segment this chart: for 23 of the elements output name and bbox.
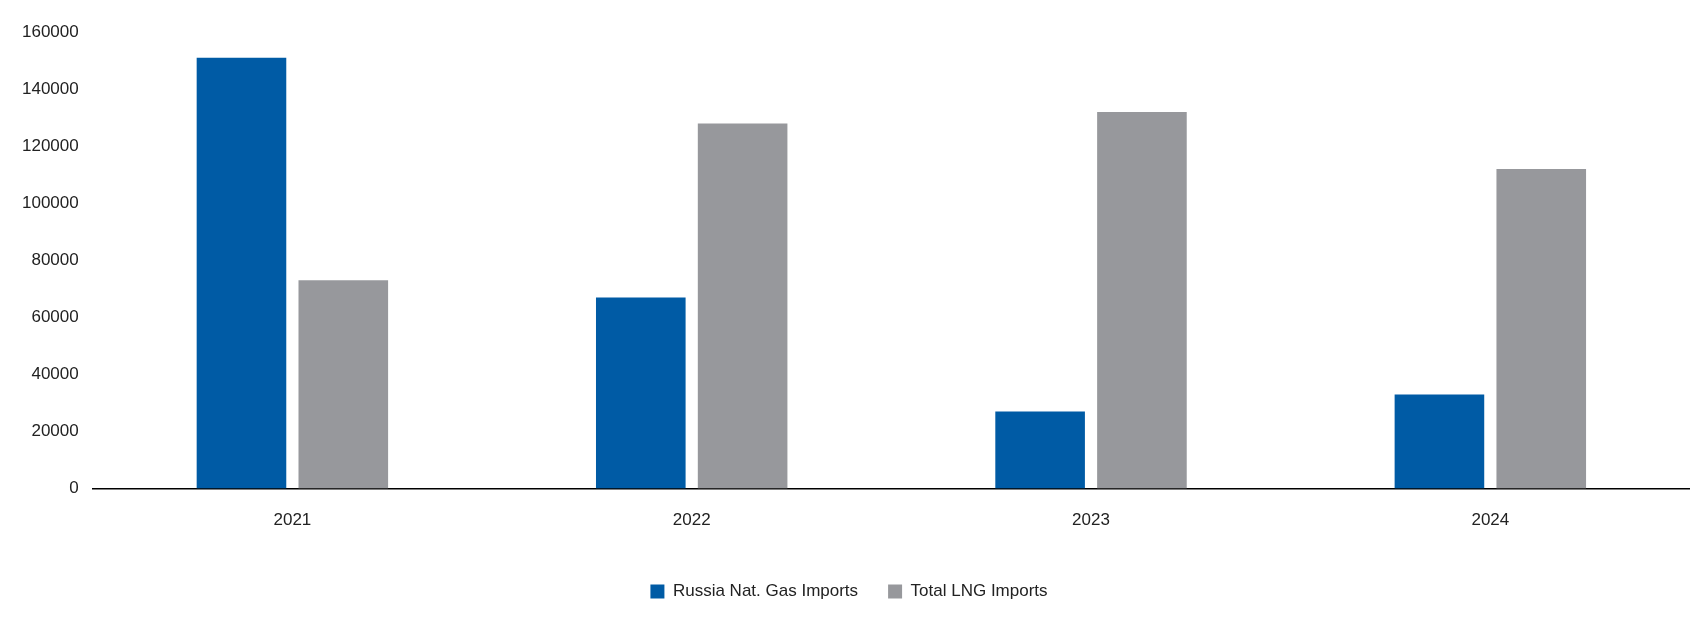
bar xyxy=(697,123,788,489)
x-tick-label: 2024 xyxy=(1471,510,1510,530)
x-tick-label: 2021 xyxy=(273,510,312,530)
y-tick-label: 80000 xyxy=(31,250,79,270)
y-tick-label: 160000 xyxy=(21,21,79,41)
y-tick-label: 120000 xyxy=(21,135,79,155)
bar xyxy=(995,411,1085,489)
y-tick-label: 0 xyxy=(69,478,79,498)
bar xyxy=(1394,394,1485,489)
bar xyxy=(196,57,287,489)
bar xyxy=(1496,169,1587,489)
y-tick-label: 40000 xyxy=(31,364,79,384)
x-tick-label: 2023 xyxy=(1072,510,1110,530)
legend-label: Russia Nat. Gas Imports xyxy=(672,581,859,601)
bar xyxy=(595,297,686,489)
y-tick-label: 60000 xyxy=(31,307,79,327)
bar xyxy=(1097,112,1187,489)
y-tick-label: 140000 xyxy=(21,78,79,98)
y-tick-label: 20000 xyxy=(31,421,79,441)
bar xyxy=(298,280,389,489)
y-tick-label: 100000 xyxy=(21,193,79,213)
legend-label: Total LNG Imports xyxy=(910,581,1048,601)
x-tick-label: 2022 xyxy=(672,510,711,530)
